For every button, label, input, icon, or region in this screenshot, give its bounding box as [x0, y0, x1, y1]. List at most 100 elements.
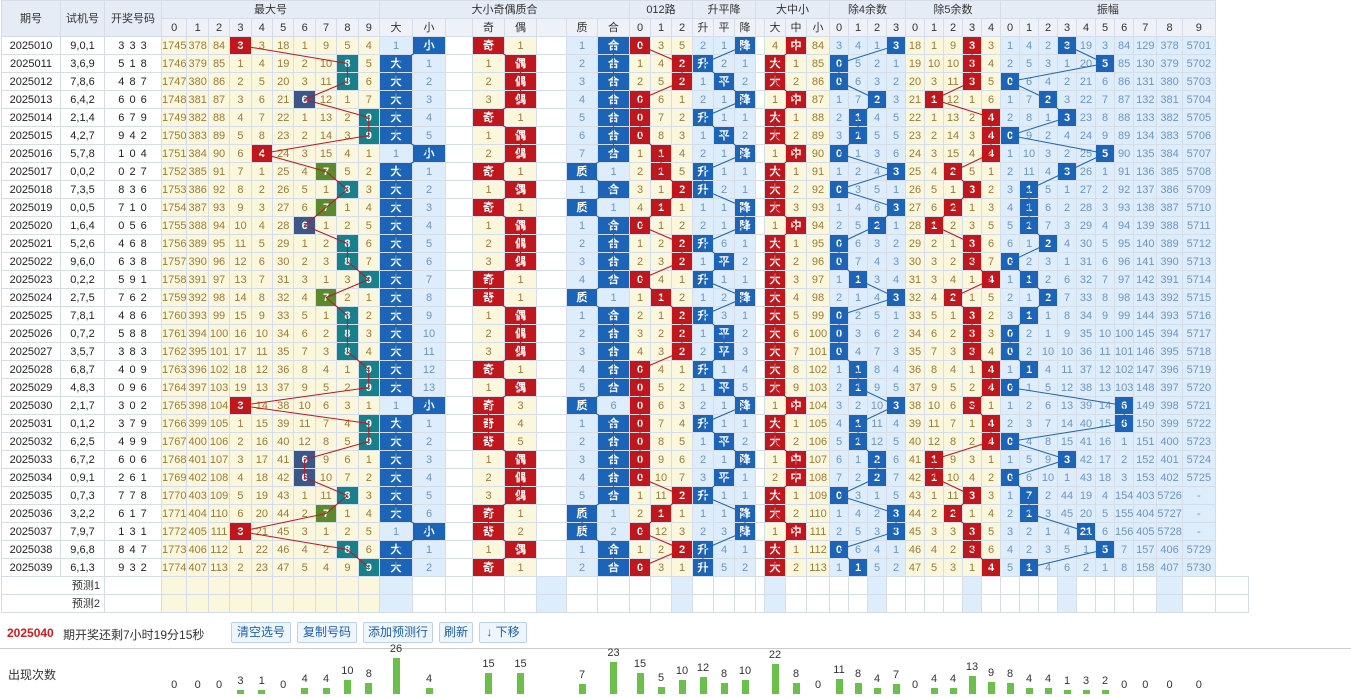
spacer — [755, 540, 765, 559]
table-row: 2025038 9,6,8 8 4 7 1773 406 112 1 22 46 4 2 8 6 大 1 1 偶… — [1, 540, 1249, 559]
m5-cell: 14 — [943, 126, 963, 145]
predict-row[interactable]: 预测1 — [1, 576, 1249, 595]
predict-cell — [357, 594, 381, 613]
amp-cell: 4 — [1038, 162, 1058, 181]
spacer — [755, 54, 765, 73]
max-cell: 13 — [250, 378, 274, 397]
predict-cell — [536, 594, 567, 613]
bs-hit: 大 — [379, 378, 413, 397]
pc-hit: 合 — [597, 270, 630, 289]
max-cell: 88 — [207, 108, 231, 127]
amp-cell: 1 — [1019, 234, 1039, 253]
bms-cell: 113 — [806, 558, 830, 577]
max-cell: 1757 — [160, 252, 188, 271]
m5-cell: 27 — [905, 198, 925, 217]
r3-cell: 10 — [650, 468, 672, 487]
predict-cell — [186, 576, 209, 595]
test-number: 1,6,4 — [60, 216, 105, 235]
amp-cell: 32 — [1076, 270, 1096, 289]
spacer — [755, 72, 765, 91]
test-number: 3,5,7 — [60, 342, 105, 361]
r3-cell: 4 — [650, 360, 672, 379]
add-predict-row-button[interactable]: 添加预测行 — [363, 622, 433, 643]
tr-cell: 1 — [734, 414, 756, 433]
predict-cell — [160, 576, 188, 595]
pc-cell: 4 — [566, 360, 598, 379]
amp-cell: 8 — [1095, 288, 1115, 307]
bs-hit: 大 — [379, 360, 413, 379]
amp-cell: 20 — [1076, 504, 1096, 523]
bms-cell: 107 — [806, 450, 830, 469]
bms-cell: 97 — [806, 270, 830, 289]
winning-number: 3 7 9 — [104, 414, 162, 433]
m4-cell: 6 — [886, 144, 906, 163]
spacer — [536, 504, 567, 523]
m5-cell: 1 — [943, 234, 963, 253]
max-cell: 12 — [293, 432, 316, 451]
max-cell: 396 — [186, 360, 209, 379]
amp-cell: 11 — [1095, 342, 1115, 361]
spacer — [755, 486, 765, 505]
max-cell: 1 — [357, 396, 381, 415]
tr-cell: 3 — [734, 342, 756, 361]
spacer — [445, 54, 473, 73]
m5-cell: 5 — [924, 558, 944, 577]
predict-cell — [713, 594, 735, 613]
table-row: 2025021 5,2,6 4 6 8 1756 389 95 11 5 29 1 2 8 6 大 5 2 偶 2… — [1, 234, 1249, 253]
predict-cell — [829, 576, 849, 595]
max-cell: 1747 — [160, 72, 188, 91]
max-cell: 4 — [293, 288, 316, 307]
max-cell: 99 — [207, 306, 231, 325]
table-row: 2025023 0,2,2 5 9 1 1758 391 97 13 7 31 3 1 3 9 大 7 奇 1 4… — [1, 270, 1249, 289]
m5-hit: 4 — [981, 144, 1001, 163]
m4-cell: 1 — [848, 450, 868, 469]
oe-hit: 偶 — [504, 378, 537, 397]
amp-hit: 1 — [1019, 558, 1039, 577]
predict-row[interactable]: 预测2 — [1, 594, 1249, 613]
predict-cell — [829, 594, 849, 613]
amp-cell: 137 — [1133, 180, 1158, 199]
amp-cell: 154 — [1113, 486, 1135, 505]
max-cell: 7 — [357, 252, 381, 271]
copy-numbers-button[interactable]: 复制号码 — [297, 622, 357, 643]
max-cell: 4 — [336, 414, 359, 433]
table-row: 2025017 0,0,2 0 2 7 1752 385 91 7 1 25 4 7 5 2 大 1 奇 1 质 1… — [1, 162, 1249, 181]
amp-cell: 150 — [1133, 414, 1158, 433]
amp-cell: 5724 — [1181, 450, 1216, 469]
refresh-button[interactable]: 刷新 — [439, 622, 473, 643]
header-m5-3: 3 — [962, 18, 982, 37]
m5-cell: 1 — [943, 180, 963, 199]
count-bar — [892, 684, 900, 694]
amp-cell: 91 — [1113, 162, 1135, 181]
max-cell: 90 — [207, 144, 231, 163]
m4-cell: 6 — [848, 540, 868, 559]
predict-cell — [314, 594, 338, 613]
amp-cell: 100 — [1113, 324, 1135, 343]
spacer — [755, 144, 765, 163]
max-cell: 1770 — [160, 486, 188, 505]
amp-cell: 9 — [1038, 450, 1058, 469]
tr-cell: 2 — [692, 522, 714, 541]
predict-cell — [336, 594, 359, 613]
m4-cell: 3 — [829, 126, 849, 145]
amp-cell: 2 — [1057, 144, 1077, 163]
m5-cell: 40 — [905, 432, 925, 451]
header-amp-7: 7 — [1133, 18, 1158, 37]
spacer — [445, 144, 473, 163]
clear-selection-button[interactable]: 清空选号 — [231, 622, 291, 643]
m4-hit: 1 — [848, 360, 868, 379]
amp-cell: 3 — [1113, 468, 1135, 487]
amp-cell: 7 — [1113, 540, 1135, 559]
predict-cell — [1000, 576, 1020, 595]
m5-cell: 2 — [943, 540, 963, 559]
bs-cell: 7 — [412, 270, 446, 289]
amp-hit: 2 — [1038, 288, 1058, 307]
header-bms-1: 中 — [785, 18, 807, 37]
move-down-button[interactable]: ↓ 下移 — [479, 622, 527, 643]
m4-cell: 5 — [829, 432, 849, 451]
pc-cell: 5 — [566, 486, 598, 505]
oe-hit: 偶 — [504, 540, 537, 559]
amp-cell: 42 — [1076, 450, 1096, 469]
bs-cell: 1 — [379, 144, 413, 163]
bms-cell: 4 — [764, 36, 786, 55]
